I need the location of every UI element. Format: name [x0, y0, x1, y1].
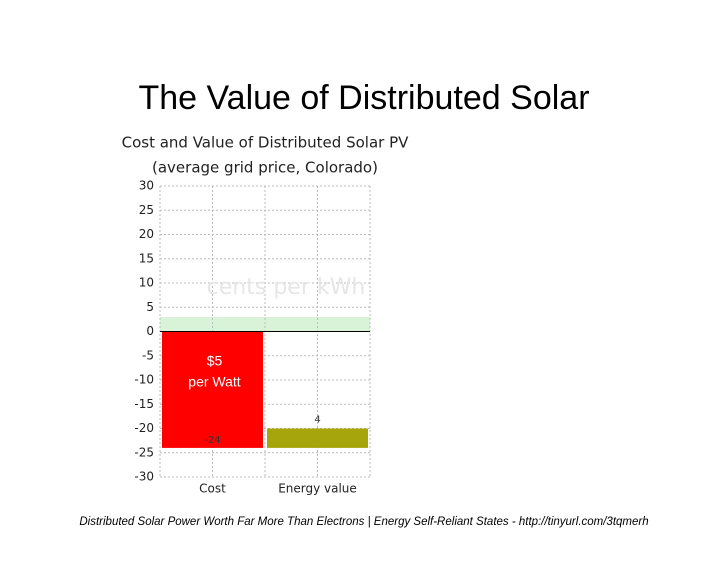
value-label: -24: [204, 435, 220, 446]
y-tick-label: -30: [134, 470, 154, 484]
chart-title: Cost and Value of Distributed Solar PV: [122, 134, 410, 152]
y-tick-label: 25: [139, 203, 154, 217]
y-tick-label: -10: [134, 373, 154, 387]
y-tick-label: 15: [139, 251, 154, 265]
footer: Distributed Solar Power Worth Far More T…: [79, 516, 648, 528]
watermark: cents per kWh: [207, 275, 366, 300]
y-tick-label: -5: [142, 348, 154, 362]
bar: [267, 428, 368, 448]
slide-title: The Value of Distributed Solar: [138, 79, 589, 117]
bar: [162, 331, 263, 448]
chart-subtitle: (average grid price, Colorado): [152, 159, 378, 177]
y-tick-label: -15: [134, 397, 154, 411]
y-tick-label: -25: [134, 445, 154, 459]
bar-annotation: per Watt: [188, 374, 240, 390]
value-label: 4: [314, 415, 320, 426]
y-tick-label: -20: [134, 421, 154, 435]
x-tick-label: Energy value: [278, 482, 357, 496]
bar-annotation: $5: [207, 353, 223, 369]
x-tick-label: Cost: [199, 482, 226, 496]
y-tick-label: 5: [146, 300, 154, 314]
y-tick-label: 20: [139, 227, 154, 241]
y-tick-label: 0: [146, 324, 154, 338]
y-tick-label: 10: [139, 276, 154, 290]
y-tick-label: 30: [139, 179, 154, 193]
